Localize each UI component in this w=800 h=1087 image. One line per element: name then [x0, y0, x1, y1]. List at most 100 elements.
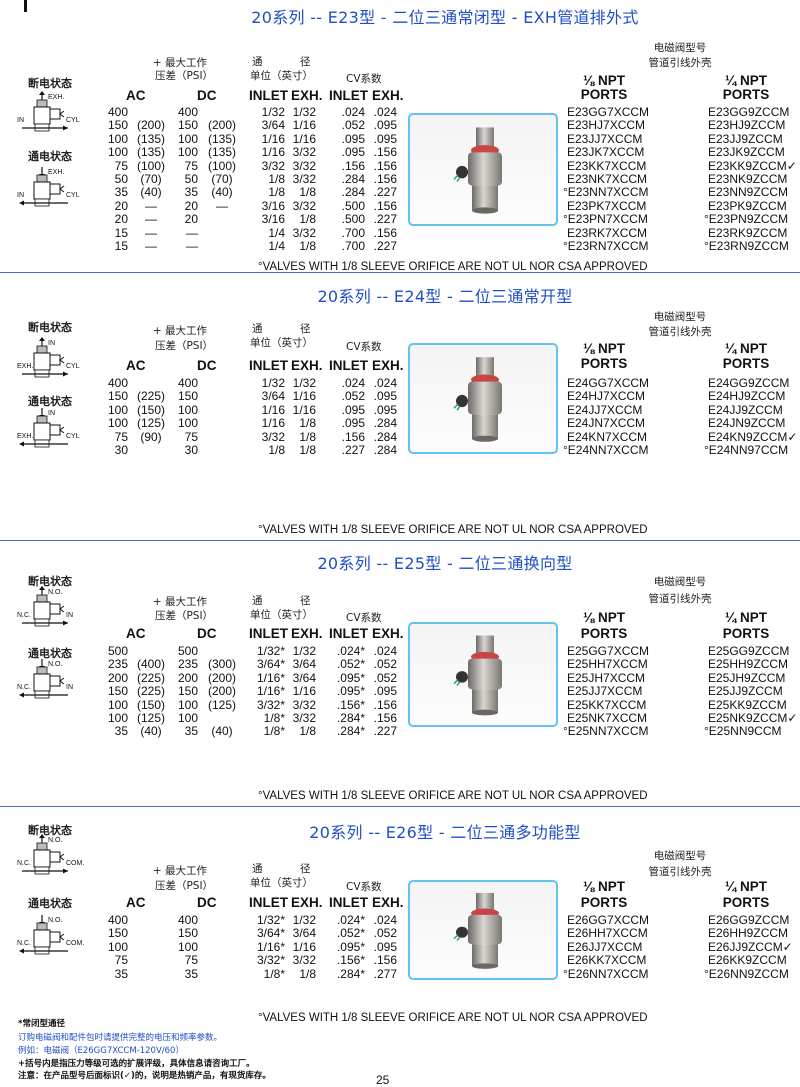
cell-ac-ext: — — [145, 225, 157, 240]
cell-cv-exh: .284 — [373, 429, 397, 444]
port-label-top: EXH. — [48, 169, 65, 176]
cell-ac: 400 — [107, 105, 128, 119]
unit-header: 单位（英寸） — [250, 877, 313, 889]
port-label-left: N.C. — [17, 612, 31, 619]
cell-inlet: 1/16 — [261, 416, 285, 431]
cell-ac: 100 — [107, 416, 128, 431]
solenoid-model-header: 电磁阀型号 — [653, 311, 707, 323]
cell-dc: 75 — [184, 953, 198, 968]
cell-exh: 3/32 — [292, 158, 316, 173]
cell-ac-ext: (125) — [136, 416, 165, 431]
model-number-1-8-npt: °E23NN7XCCM — [563, 185, 649, 200]
cell-exh: 1/32 — [292, 913, 316, 927]
model-number-1-4-npt: E23HJ9ZCCM — [708, 118, 786, 133]
valve-product-photo — [408, 343, 558, 454]
model-number-1-4-npt: °E23PN9ZCCM — [704, 212, 789, 227]
cell-ac: 150 — [107, 389, 128, 404]
model-number-1-4-npt: E23NN9ZCCM — [708, 185, 789, 200]
cell-inlet: 3/16 — [261, 198, 285, 213]
model-number-1-8-npt: E24KN7XCCM — [567, 429, 648, 444]
model-number-1-8-npt: E24GG7XCCM — [567, 376, 650, 390]
port-label-top: N.O. — [48, 837, 63, 844]
cell-inlet: 1/16* — [256, 684, 285, 699]
model-number-1-8-npt: E26HH7XCCM — [567, 926, 648, 941]
cell-dc: 30 — [184, 443, 198, 457]
cell-inlet: 1/16* — [256, 670, 285, 685]
cell-dc: 100 — [177, 939, 198, 954]
port-label-right: CYL — [66, 433, 80, 440]
valve-deenergized-diagram-icon — [18, 833, 88, 886]
cell-cv-inlet: .156* — [336, 697, 365, 712]
model-number-1-8-npt: E25NK7XCCM — [567, 711, 648, 725]
model-number-1-4-npt: E25GG9ZCCM — [708, 644, 790, 658]
port-label-left: EXH. — [17, 433, 34, 440]
cell-inlet: 1/16* — [256, 939, 285, 954]
cell-cv-exh: .156 — [373, 158, 397, 173]
model-number-1-4-npt: E24JJ9ZCCM — [708, 402, 783, 417]
ac-header: AC — [126, 626, 146, 641]
cell-cv-inlet: .284* — [336, 711, 365, 725]
bore-header-2: 径 — [300, 595, 311, 607]
cell-inlet: 1/4 — [268, 239, 285, 253]
cell-ac-ext: (225) — [136, 684, 165, 699]
exh-header: EXH. — [291, 895, 323, 910]
cell-dc: 400 — [177, 376, 198, 390]
energized-label: 通电状态 — [28, 150, 72, 163]
cell-cv-inlet: .156 — [341, 158, 365, 173]
cell-exh: 1/8 — [299, 724, 316, 739]
cell-cv-exh: .284 — [373, 416, 397, 431]
cell-ac: 150 — [107, 926, 128, 941]
npt-1-8-header: ⅛ NPT — [582, 341, 625, 356]
cell-dc: 150 — [177, 926, 198, 941]
cell-exh: 3/32 — [292, 172, 316, 186]
cell-dc: 100 — [177, 402, 198, 417]
cell-dc: 235 — [177, 657, 198, 672]
model-number-1-8-npt: E23JJ7XCCM — [567, 131, 643, 146]
cell-dc-ext: (200) — [207, 118, 236, 133]
psi-header: 压差（PSI） — [154, 610, 214, 622]
psi-header: 压差（PSI） — [154, 880, 214, 892]
cell-cv-exh: .156 — [373, 953, 397, 968]
cell-exh: 3/64 — [292, 926, 316, 941]
cell-cv-inlet: .095 — [341, 131, 365, 146]
cell-exh: 1/8 — [299, 966, 316, 981]
cell-cv-exh: .095 — [373, 389, 397, 404]
cell-inlet: 1/32 — [261, 105, 285, 119]
model-number-1-4-npt: °E26NN9ZCCM — [704, 966, 789, 981]
model-number-1-8-npt: E23RK7XCCM — [567, 225, 648, 240]
cell-exh: 3/64 — [292, 670, 316, 685]
cell-ac: 75 — [114, 953, 128, 968]
cell-ac-ext: (225) — [136, 670, 165, 685]
model-number-1-4-npt: E26HH9ZCCM — [708, 926, 789, 941]
cell-ac: 100 — [107, 131, 128, 146]
model-number-1-8-npt: °E24NN7XCCM — [563, 443, 649, 457]
model-number-1-8-npt: E24HJ7XCCM — [567, 389, 646, 404]
port-label-right: IN — [66, 684, 73, 691]
crop-mark — [24, 0, 27, 12]
cell-cv-exh: .095 — [373, 402, 397, 417]
cell-ac: 30 — [114, 443, 128, 457]
cell-dc: 75 — [184, 158, 198, 173]
cell-inlet: 1/8 — [268, 443, 285, 457]
port-label-left: N.C. — [17, 860, 31, 867]
cell-cv-exh: .095 — [373, 939, 397, 954]
energized-label: 通电状态 — [28, 897, 72, 910]
cell-inlet: 1/16 — [261, 145, 285, 160]
approval-footnote: °VALVES WITH 1/8 SLEEVE ORIFICE ARE NOT … — [258, 261, 648, 273]
port-label-left: N.C. — [17, 684, 31, 691]
bore-header-1: 通 — [252, 56, 263, 68]
max-pressure-header: + 最大工作 — [152, 325, 208, 337]
cell-exh: 3/32 — [292, 953, 316, 968]
cell-cv-inlet: .700 — [341, 225, 365, 240]
cell-cv-inlet: .227 — [341, 443, 365, 457]
cv-inlet-header: INLET — [329, 88, 368, 103]
model-number-1-8-npt: E25KK7XCCM — [567, 697, 647, 712]
cell-cv-exh: .024 — [373, 644, 397, 658]
cell-ac: 400 — [107, 913, 128, 927]
cell-cv-exh: .052 — [373, 926, 397, 941]
cell-cv-inlet: .095* — [336, 939, 365, 954]
cell-ac: 500 — [107, 644, 128, 658]
solenoid-model-header: 电磁阀型号 — [653, 576, 707, 588]
model-number-1-4-npt: °E23RN9ZCCM — [704, 239, 789, 253]
enclosure-header: 管道引线外壳 — [648, 57, 712, 69]
